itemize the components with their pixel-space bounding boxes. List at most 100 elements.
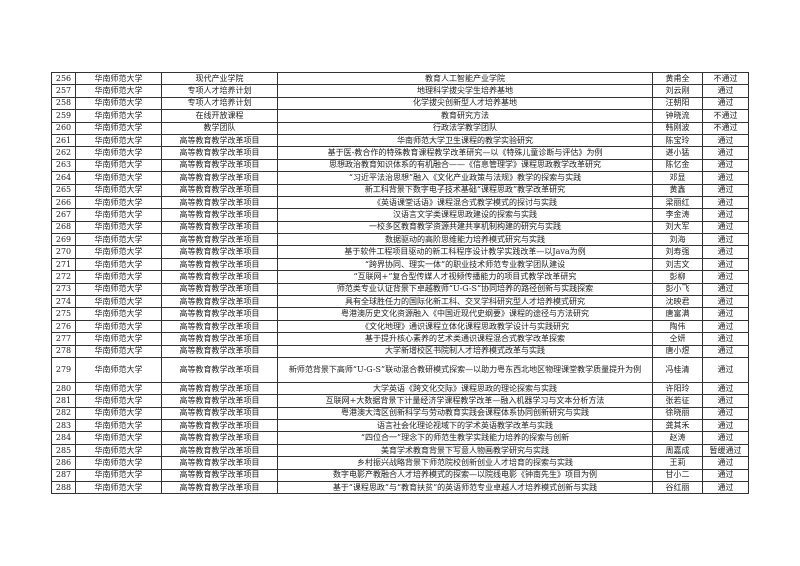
project-category-cell: 高等教育教学改革项目 — [161, 381, 278, 396]
review-result-cell: 通过 — [702, 295, 749, 309]
university-cell: 华南师范大学 — [75, 332, 162, 346]
review-result-cell: 不通过 — [702, 109, 749, 123]
review-result-cell: 通过 — [702, 220, 749, 235]
university-cell: 华南师范大学 — [75, 183, 162, 197]
table-row: 267 华南师范大学 高等教育教学改革项目 汉语言文学类课程思政建设的探索与实践 李金涛… — [51, 208, 749, 222]
row-number-cell: 259 — [51, 109, 76, 123]
project-leader-cell: 汪朝阳 — [652, 96, 703, 111]
university-cell: 华南师范大学 — [75, 109, 162, 123]
project-category-cell: 高等教育教学改革项目 — [161, 233, 278, 247]
row-number-cell: 276 — [51, 319, 76, 334]
project-leader-cell: 刘大军 — [652, 220, 703, 235]
row-number-cell: 256 — [51, 71, 76, 86]
project-category-cell: 高等教育教学改革项目 — [161, 419, 278, 433]
project-name-cell: 粤港澳大湾区创新科学与劳动教育实践会课程体系协同创新研究与实践 — [277, 406, 653, 421]
project-leader-cell: 钟晓流 — [652, 109, 703, 123]
project-category-cell: 高等教育教学改革项目 — [161, 257, 278, 272]
project-leader-cell: 张若征 — [652, 394, 703, 408]
review-result-cell: 通过 — [702, 208, 749, 222]
project-name-cell: 新工科背景下数字电子技术基础“课程思政”教学改革研究 — [277, 183, 653, 197]
row-number-cell: 265 — [51, 183, 76, 197]
project-name-cell: 师范类专业认证背景下卓越教师“U-G-S”协同培养的路径创新与实践探索 — [277, 282, 653, 297]
table-row: 265 华南师范大学 高等教育教学改革项目 新工科背景下数字电子技术基础“课程思政”教… — [51, 183, 749, 197]
review-result-cell: 通过 — [702, 356, 749, 383]
project-name-cell: 思想政治教育知识体系的有机融合——《信息管理学》课程思政教学改革研究 — [277, 158, 653, 173]
project-category-cell: 高等教育教学改革项目 — [161, 394, 278, 408]
project-category-cell: 专项人才培养计划 — [161, 96, 278, 111]
table-row: 258 华南师范大学 专项人才培养计划 化学拔尖创新型人才培养基地 汪朝阳 通过 — [51, 96, 749, 111]
table-row: 268 华南师范大学 高等教育教学改革项目 一校多区教育教学资源共建共享机制构建的研究… — [51, 220, 749, 235]
row-number-cell: 277 — [51, 332, 76, 346]
university-cell: 华南师范大学 — [75, 394, 162, 408]
project-leader-cell: 邓显 — [652, 171, 703, 185]
project-category-cell: 高等教育教学改革项目 — [161, 480, 278, 495]
university-cell: 华南师范大学 — [75, 270, 162, 284]
project-leader-cell: 王莉 — [652, 456, 703, 470]
table-row: 266 华南师范大学 高等教育教学改革项目 《英语课堂话语》课程混合式教学模式的探讨与… — [51, 195, 749, 210]
project-name-cell: 基于医-教合作的特殊教育课程教学改革研究—以《特殊儿童诊断与评估》为例 — [277, 146, 653, 160]
project-name-cell: 语言社会化理论视域下的学术英语教学改革与实践 — [277, 419, 653, 433]
table-row: 286 华南师范大学 高等教育教学改革项目 乡村振兴战略背景下师范院校创新创业人才培育… — [51, 456, 749, 470]
table-body: 256 华南师范大学 现代产业学院 教育人工智能产业学院 黄甫全 不通过 257 华南师范大学… — [51, 71, 749, 495]
review-result-cell: 通过 — [702, 245, 749, 259]
project-category-cell: 教学团队 — [161, 121, 278, 135]
project-category-cell: 高等教育教学改革项目 — [161, 431, 278, 445]
project-leader-cell: 韩刚波 — [652, 121, 703, 135]
table-row: 282 华南师范大学 高等教育教学改革项目 粤港澳大湾区创新科学与劳动教育实践会课程体… — [51, 406, 749, 421]
table-row: 281 华南师范大学 高等教育教学改革项目 互联网+大数据背景下计量经济学课程教学改革… — [51, 394, 749, 408]
row-number-cell: 261 — [51, 133, 76, 148]
project-name-cell: 地理科学拔尖学生培养基地 — [277, 84, 653, 98]
project-name-cell: 《英语课堂话语》课程混合式教学模式的探讨与实践 — [277, 195, 653, 210]
university-cell: 华南师范大学 — [75, 195, 162, 210]
project-leader-cell: 梁丽红 — [652, 195, 703, 210]
table-row: 270 华南师范大学 高等教育教学改革项目 基于软件工程项目驱动的新工科程序设计教学实… — [51, 245, 749, 259]
project-category-cell: 高等教育教学改革项目 — [161, 406, 278, 421]
table-row: 288 华南师范大学 高等教育教学改革项目 基于“课程思政”与“教育扶贫”的英语师范专… — [51, 480, 749, 495]
row-number-cell: 274 — [51, 295, 76, 309]
project-category-cell: 高等教育教学改革项目 — [161, 195, 278, 210]
project-leader-cell: 刘海 — [652, 233, 703, 247]
project-name-cell: 行政法学教学团队 — [277, 121, 653, 135]
table-row: 257 华南师范大学 专项人才培养计划 地理科学拔尖学生培养基地 刘云刚 通过 — [51, 84, 749, 98]
project-name-cell: “四位合一”理念下的师范生教学实践能力培养的探索与创新 — [277, 431, 653, 445]
project-category-cell: 现代产业学院 — [161, 71, 278, 86]
project-name-cell: 数据驱动的高阶思维能力培养模式研究与实践 — [277, 233, 653, 247]
project-leader-cell: 彭柳 — [652, 270, 703, 284]
university-cell: 华南师范大学 — [75, 406, 162, 421]
row-number-cell: 278 — [51, 344, 76, 359]
table-row: 272 华南师范大学 高等教育教学改革项目 “互联网+”复合型传媒人才视频传播能力的项… — [51, 270, 749, 284]
table-row: 276 华南师范大学 高等教育教学改革项目 《文化地理》通识课程立体化课程思政教学设计… — [51, 319, 749, 334]
university-cell: 华南师范大学 — [75, 71, 162, 86]
university-cell: 华南师范大学 — [75, 146, 162, 160]
table-row: 274 华南师范大学 高等教育教学改革项目 具有全球胜任力的国际化新工科、交叉学科研究… — [51, 295, 749, 309]
project-name-cell: 基于“课程思政”与“教育扶贫”的英语师范专业卓越人才培养模式创新与实践 — [277, 480, 653, 495]
review-result-cell: 通过 — [702, 183, 749, 197]
row-number-cell: 271 — [51, 257, 76, 272]
project-category-cell: 高等教育教学改革项目 — [161, 270, 278, 284]
review-result-cell: 通过 — [702, 84, 749, 98]
project-name-cell: “跨界协同、理实一体”的职业技术师范专业教学团队建设 — [277, 257, 653, 272]
project-leader-cell: 冯桂清 — [652, 356, 703, 383]
project-category-cell: 高等教育教学改革项目 — [161, 456, 278, 470]
project-leader-cell: 许阳玲 — [652, 381, 703, 396]
row-number-cell: 285 — [51, 443, 76, 458]
row-number-cell: 270 — [51, 245, 76, 259]
table-row: 260 华南师范大学 教学团队 行政法学教学团队 韩刚波 不通过 — [51, 121, 749, 135]
project-leader-cell: 谷红丽 — [652, 480, 703, 495]
university-cell: 华南师范大学 — [75, 121, 162, 135]
review-result-cell: 通过 — [702, 257, 749, 272]
row-number-cell: 257 — [51, 84, 76, 98]
review-result-cell: 通过 — [702, 419, 749, 433]
project-name-cell: 一校多区教育教学资源共建共享机制构建的研究与实践 — [277, 220, 653, 235]
project-category-cell: 高等教育教学改革项目 — [161, 220, 278, 235]
review-result-cell: 通过 — [702, 431, 749, 445]
project-category-cell: 高等教育教学改革项目 — [161, 307, 278, 321]
university-cell: 华南师范大学 — [75, 282, 162, 297]
review-result-cell: 通过 — [702, 394, 749, 408]
row-number-cell: 281 — [51, 394, 76, 408]
project-leader-cell: 周嘉成 — [652, 443, 703, 458]
project-category-cell: 高等教育教学改革项目 — [161, 295, 278, 309]
row-number-cell: 283 — [51, 419, 76, 433]
table-row: 279 华南师范大学 高等教育教学改革项目 新师范背景下高师“U-G-S”联动混合教研… — [51, 356, 749, 383]
table-row: 262 华南师范大学 高等教育教学改革项目 基于医-教合作的特殊教育课程教学改革研究—… — [51, 146, 749, 160]
